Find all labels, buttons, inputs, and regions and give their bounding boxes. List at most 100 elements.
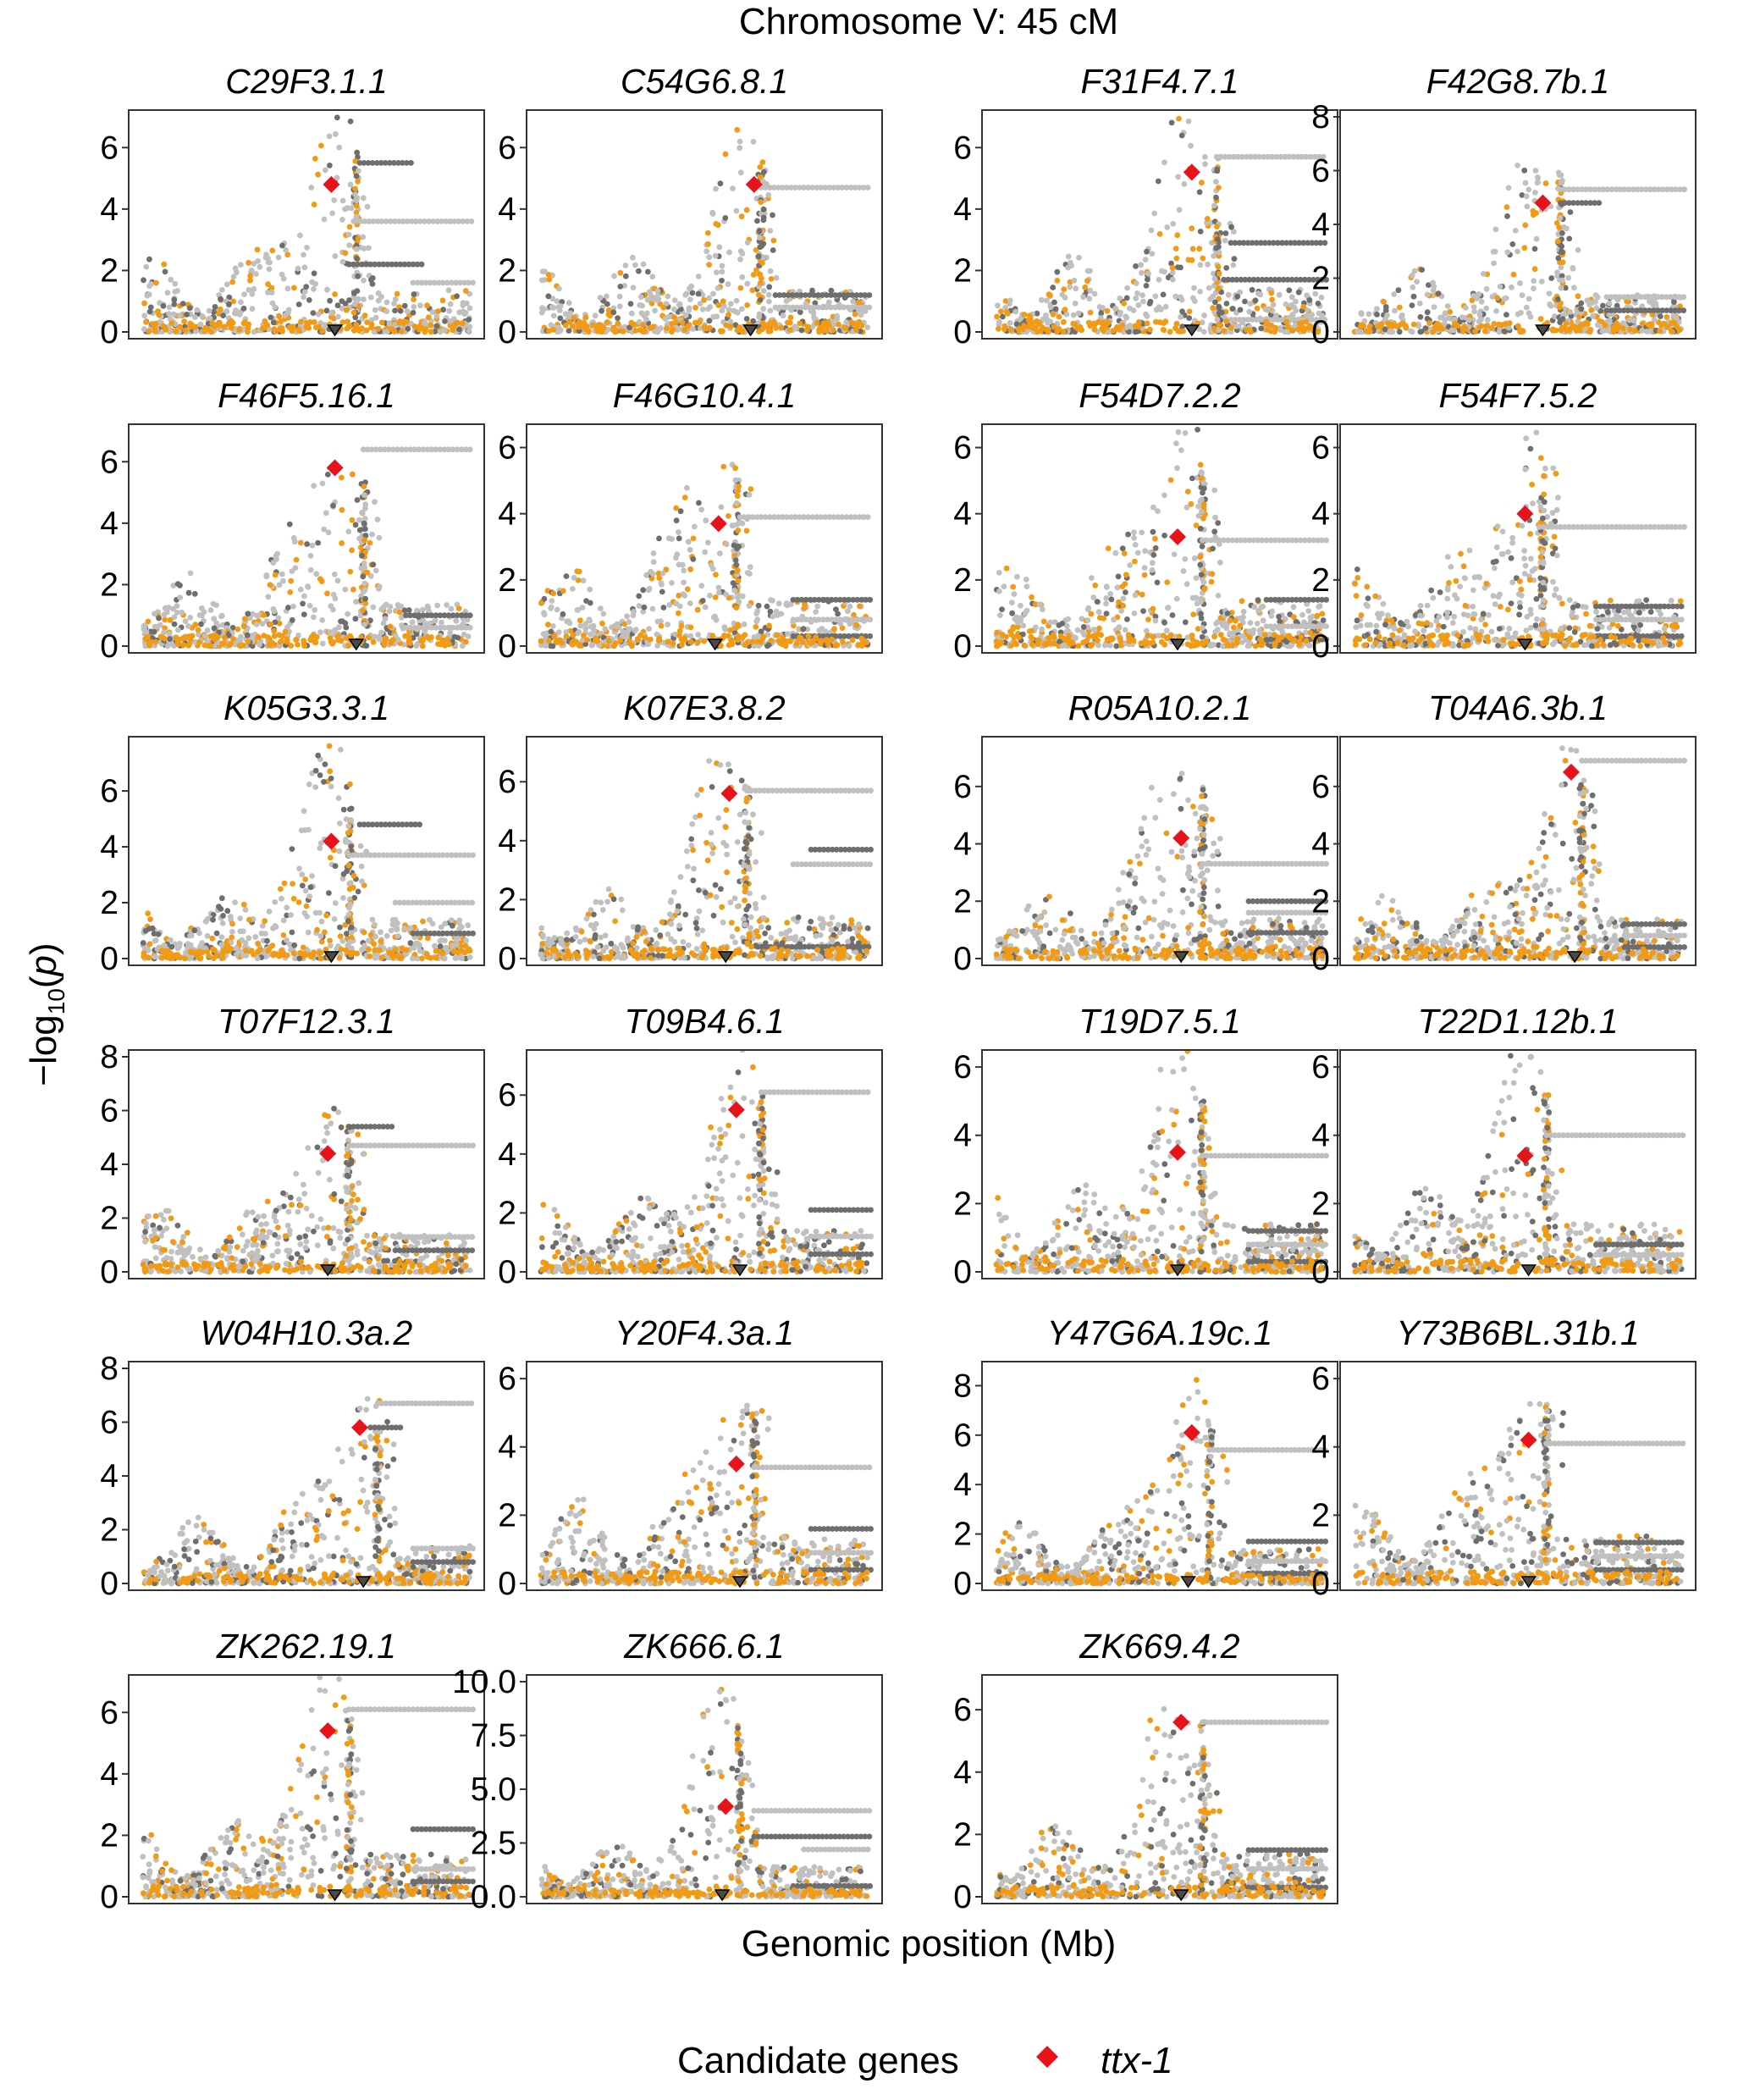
snp-point	[418, 261, 425, 268]
snp-point	[394, 446, 400, 453]
snp-point	[862, 292, 869, 298]
snp-point	[1043, 312, 1049, 318]
snp-point	[577, 617, 583, 624]
snp-point	[1377, 323, 1384, 329]
snp-point	[204, 627, 211, 633]
snp-point	[732, 477, 739, 484]
snp-point	[432, 617, 439, 624]
snp-point	[339, 298, 345, 304]
snp-point	[714, 269, 720, 276]
snp-point	[312, 606, 318, 613]
snp-point	[1123, 295, 1130, 301]
snp-point	[1170, 221, 1177, 227]
snp-point	[793, 640, 800, 647]
snp-point	[737, 138, 743, 145]
snp-point	[295, 633, 301, 638]
snp-point	[339, 217, 345, 223]
snp-point	[218, 296, 223, 302]
y-tick-label: 0	[498, 314, 516, 351]
snp-point	[1223, 265, 1230, 271]
snp-point	[187, 320, 194, 327]
snp-point	[824, 596, 830, 603]
snp-point	[780, 312, 786, 319]
snp-point	[852, 311, 858, 318]
snp-point	[297, 586, 304, 593]
snp-point	[353, 213, 360, 220]
snp-point	[347, 119, 354, 124]
snp-point	[623, 633, 630, 640]
snp-point	[271, 627, 278, 634]
snp-point	[175, 641, 181, 648]
snp-point	[1217, 323, 1224, 329]
snp-point	[741, 514, 748, 520]
snp-point	[354, 149, 361, 156]
snp-point	[1229, 276, 1236, 283]
snp-point	[1240, 614, 1246, 621]
snp-point	[352, 522, 359, 528]
snp-point	[1269, 153, 1276, 160]
snp-point	[655, 570, 662, 577]
snp-point	[737, 145, 743, 152]
snp-point	[605, 638, 612, 644]
snp-point	[1417, 314, 1424, 320]
snp-point	[764, 603, 770, 610]
snp-point	[181, 318, 188, 324]
snp-point	[659, 589, 665, 595]
snp-point	[1233, 323, 1240, 329]
snp-point	[1531, 285, 1537, 292]
snp-point	[354, 497, 361, 503]
snp-point	[1411, 268, 1418, 274]
snp-point	[1096, 304, 1103, 310]
snp-point	[1659, 307, 1665, 313]
snp-point	[1478, 298, 1485, 305]
snp-point	[715, 301, 722, 308]
snp-point	[1442, 310, 1448, 317]
snp-point	[1559, 316, 1566, 323]
snp-point	[1235, 153, 1241, 160]
snp-point	[347, 181, 354, 188]
marker-triangle	[707, 638, 724, 651]
snp-point	[418, 638, 424, 644]
snp-point	[152, 320, 159, 327]
snp-point	[727, 323, 734, 329]
snp-point	[1277, 642, 1283, 649]
snp-point	[449, 279, 455, 286]
snp-point	[261, 612, 267, 618]
snp-point	[660, 605, 667, 611]
snp-point	[1316, 603, 1323, 610]
y-tick-label: 0	[100, 628, 119, 665]
snp-point	[1664, 186, 1670, 193]
snp-point	[1517, 280, 1523, 286]
snp-point	[782, 643, 789, 649]
snp-point	[1189, 225, 1195, 232]
snp-point	[652, 307, 658, 314]
snp-point	[1268, 322, 1274, 329]
snp-point	[334, 302, 341, 309]
snp-point	[1669, 328, 1675, 334]
snp-point	[1211, 275, 1218, 282]
snp-point	[770, 598, 775, 604]
snp-point	[1228, 324, 1234, 331]
snp-point	[336, 144, 342, 151]
snp-point	[570, 586, 576, 592]
snp-point	[1252, 297, 1259, 304]
snp-point	[1208, 641, 1215, 648]
snp-point	[638, 310, 645, 317]
snp-point	[361, 526, 368, 533]
snp-point	[1002, 298, 1009, 304]
snp-point	[315, 171, 321, 178]
snp-point	[268, 285, 275, 291]
snp-point	[696, 500, 702, 506]
snp-point	[1246, 308, 1253, 315]
snp-point	[391, 301, 397, 307]
snp-point	[1522, 180, 1529, 186]
snp-point	[1169, 612, 1176, 618]
snp-point	[778, 324, 785, 330]
snp-point	[1207, 296, 1214, 302]
snp-point	[303, 284, 310, 290]
snp-point	[279, 325, 285, 331]
snp-point	[726, 249, 732, 256]
snp-point	[194, 307, 201, 313]
snp-point	[359, 552, 365, 559]
panel-title: F46G10.4.1	[613, 376, 797, 415]
